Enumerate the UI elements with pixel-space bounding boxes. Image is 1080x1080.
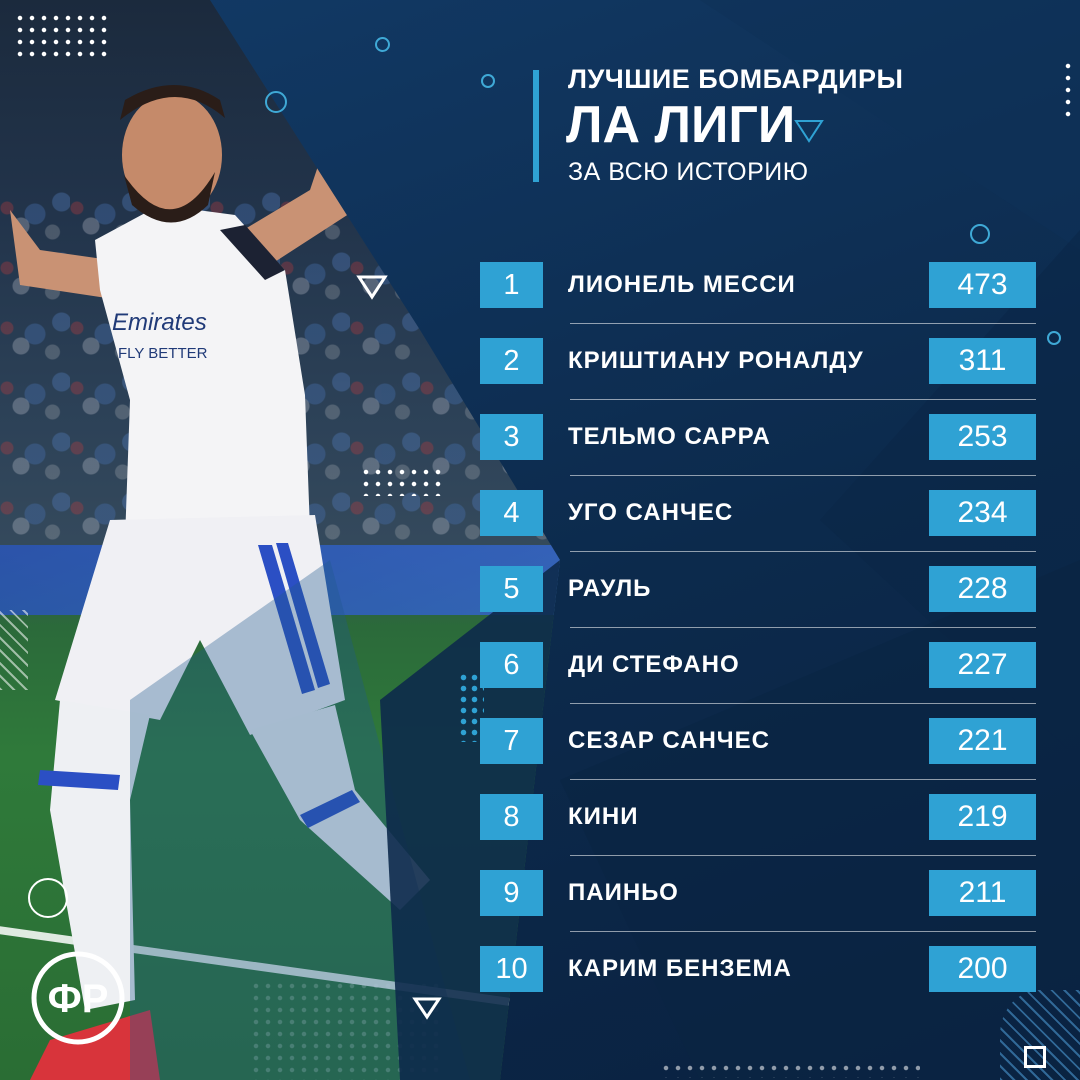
divider bbox=[570, 475, 1036, 476]
goals-badge: 221 bbox=[929, 718, 1036, 764]
dot-grid-pattern bbox=[360, 466, 444, 496]
goals-badge: 234 bbox=[929, 490, 1036, 536]
triangle-down-icon bbox=[794, 120, 824, 143]
list-item: 4 УГО САНЧЕС 234 bbox=[480, 490, 1040, 566]
rank-badge: 5 bbox=[480, 566, 543, 612]
list-item: 10 КАРИМ БЕНЗЕМА 200 bbox=[480, 946, 1040, 1022]
player-name: КАРИМ БЕНЗЕМА bbox=[568, 955, 792, 982]
player-name: КИНИ bbox=[568, 803, 639, 830]
dot-grid-pattern bbox=[458, 672, 484, 742]
circle-outline-icon bbox=[375, 37, 390, 52]
goals-badge: 473 bbox=[929, 262, 1036, 308]
jersey-slogan: FLY BETTER bbox=[118, 345, 208, 362]
triangle-down-icon bbox=[412, 997, 442, 1020]
circle-outline-icon bbox=[265, 91, 287, 113]
jersey-sponsor: Emirates bbox=[112, 309, 207, 336]
player-name: РАУЛЬ bbox=[568, 575, 652, 602]
list-item: 2 КРИШТИАНУ РОНАЛДУ 311 bbox=[480, 338, 1040, 414]
divider bbox=[570, 551, 1036, 552]
player-name: ДИ СТЕФАНО bbox=[568, 651, 740, 678]
divider bbox=[570, 855, 1036, 856]
divider bbox=[570, 627, 1036, 628]
circle-outline-icon bbox=[481, 74, 495, 88]
divider bbox=[570, 323, 1036, 324]
dot-grid-pattern bbox=[660, 1062, 920, 1078]
player-name: КРИШТИАНУ РОНАЛДУ bbox=[568, 347, 864, 374]
brand-logo: ФР bbox=[31, 951, 125, 1045]
list-item: 3 ТЕЛЬМО САРРА 253 bbox=[480, 414, 1040, 490]
dot-grid-pattern bbox=[14, 12, 110, 60]
list-item: 6 ДИ СТЕФАНО 227 bbox=[480, 642, 1040, 718]
rank-badge: 1 bbox=[480, 262, 543, 308]
goals-badge: 228 bbox=[929, 566, 1036, 612]
list-item: 9 ПАИНЬО 211 bbox=[480, 870, 1040, 946]
player-name: УГО САНЧЕС bbox=[568, 499, 734, 526]
goals-badge: 219 bbox=[929, 794, 1036, 840]
player-name: ПАИНЬО bbox=[568, 879, 679, 906]
square-outline-icon bbox=[1024, 1046, 1046, 1068]
player-name: СЕЗАР САНЧЕС bbox=[568, 727, 770, 754]
triangle-down-icon bbox=[356, 275, 388, 300]
circle-outline-icon bbox=[970, 224, 990, 244]
rank-badge: 8 bbox=[480, 794, 543, 840]
goals-badge: 211 bbox=[929, 870, 1036, 916]
rank-badge: 7 bbox=[480, 718, 543, 764]
circle-outline-icon bbox=[1047, 331, 1061, 345]
hatch-pattern bbox=[0, 610, 28, 690]
list-item: 8 КИНИ 219 bbox=[480, 794, 1040, 870]
player-name: ЛИОНЕЛЬ МЕССИ bbox=[568, 271, 796, 298]
goals-badge: 253 bbox=[929, 414, 1036, 460]
rank-badge: 6 bbox=[480, 642, 543, 688]
goals-badge: 311 bbox=[929, 338, 1036, 384]
rank-badge: 2 bbox=[480, 338, 543, 384]
rank-badge: 3 bbox=[480, 414, 543, 460]
rank-badge: 4 bbox=[480, 490, 543, 536]
goals-badge: 200 bbox=[929, 946, 1036, 992]
page-title: ЛА ЛИГИ bbox=[566, 96, 796, 154]
rank-badge: 10 bbox=[480, 946, 543, 992]
list-item: 7 СЕЗАР САНЧЕС 221 bbox=[480, 718, 1040, 794]
logo-text: ФР bbox=[48, 977, 109, 1021]
circle-outline-icon bbox=[28, 878, 68, 918]
dot-grid-pattern bbox=[1062, 60, 1076, 120]
list-item: 1 ЛИОНЕЛЬ МЕССИ 473 bbox=[480, 262, 1040, 338]
rank-badge: 9 bbox=[480, 870, 543, 916]
header-accent-bar bbox=[533, 70, 539, 182]
divider bbox=[570, 779, 1036, 780]
list-item: 5 РАУЛЬ 228 bbox=[480, 566, 1040, 642]
divider bbox=[570, 931, 1036, 932]
title-line1: ЛУЧШИЕ БОМБАРДИРЫ bbox=[568, 64, 904, 94]
divider bbox=[570, 703, 1036, 704]
scorers-list: 1 ЛИОНЕЛЬ МЕССИ 473 2 КРИШТИАНУ РОНАЛДУ … bbox=[480, 262, 1040, 1022]
title-subtitle: ЗА ВСЮ ИСТОРИЮ bbox=[568, 158, 809, 186]
goals-badge: 227 bbox=[929, 642, 1036, 688]
divider bbox=[570, 399, 1036, 400]
player-name: ТЕЛЬМО САРРА bbox=[568, 423, 771, 450]
